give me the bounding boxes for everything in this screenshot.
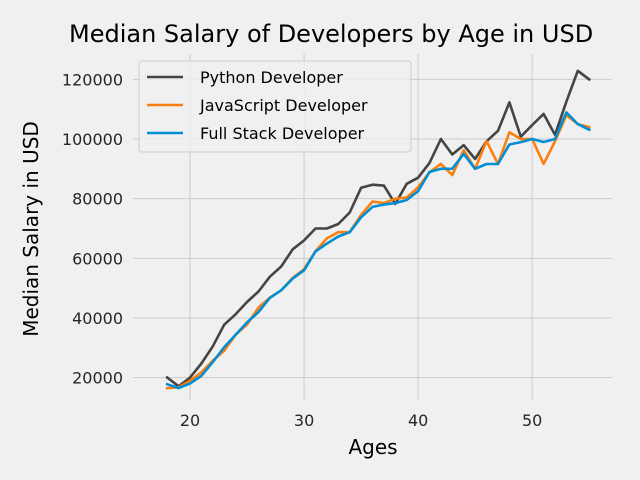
legend-label-python-developer: Python Developer bbox=[200, 68, 343, 87]
y-tick-label: 60000 bbox=[72, 249, 123, 268]
legend: Python Developer JavaScript Developer Full… bbox=[138, 60, 412, 153]
legend-label-javascript-developer: JavaScript Developer bbox=[199, 96, 368, 115]
legend-label-full-stack-developer: Full Stack Developer bbox=[200, 124, 365, 143]
chart-title: Median Salary of Developers by Age in US… bbox=[69, 20, 593, 48]
series-line-python-developer bbox=[165, 69, 592, 388]
x-axis-label: Ages bbox=[348, 435, 397, 459]
y-tick-label: 120000 bbox=[62, 70, 123, 89]
y-tick-label: 100000 bbox=[62, 130, 123, 149]
series-line-full-stack-developer bbox=[165, 111, 591, 390]
y-tick-label: 40000 bbox=[72, 309, 123, 328]
legend-frame bbox=[138, 60, 412, 153]
y-tick-label: 20000 bbox=[72, 369, 123, 388]
y-tick-label: 80000 bbox=[72, 190, 123, 209]
y-axis-label: Median Salary in USD bbox=[19, 121, 43, 337]
series-layer bbox=[165, 69, 592, 390]
x-tick-label: 40 bbox=[408, 411, 428, 430]
x-tick-label: 20 bbox=[180, 411, 200, 430]
tick-label-layer: 20 30 40 50 20000 40000 60000 80000 100000 120000 bbox=[62, 70, 542, 430]
x-tick-label: 50 bbox=[522, 411, 542, 430]
x-tick-label: 30 bbox=[294, 411, 314, 430]
